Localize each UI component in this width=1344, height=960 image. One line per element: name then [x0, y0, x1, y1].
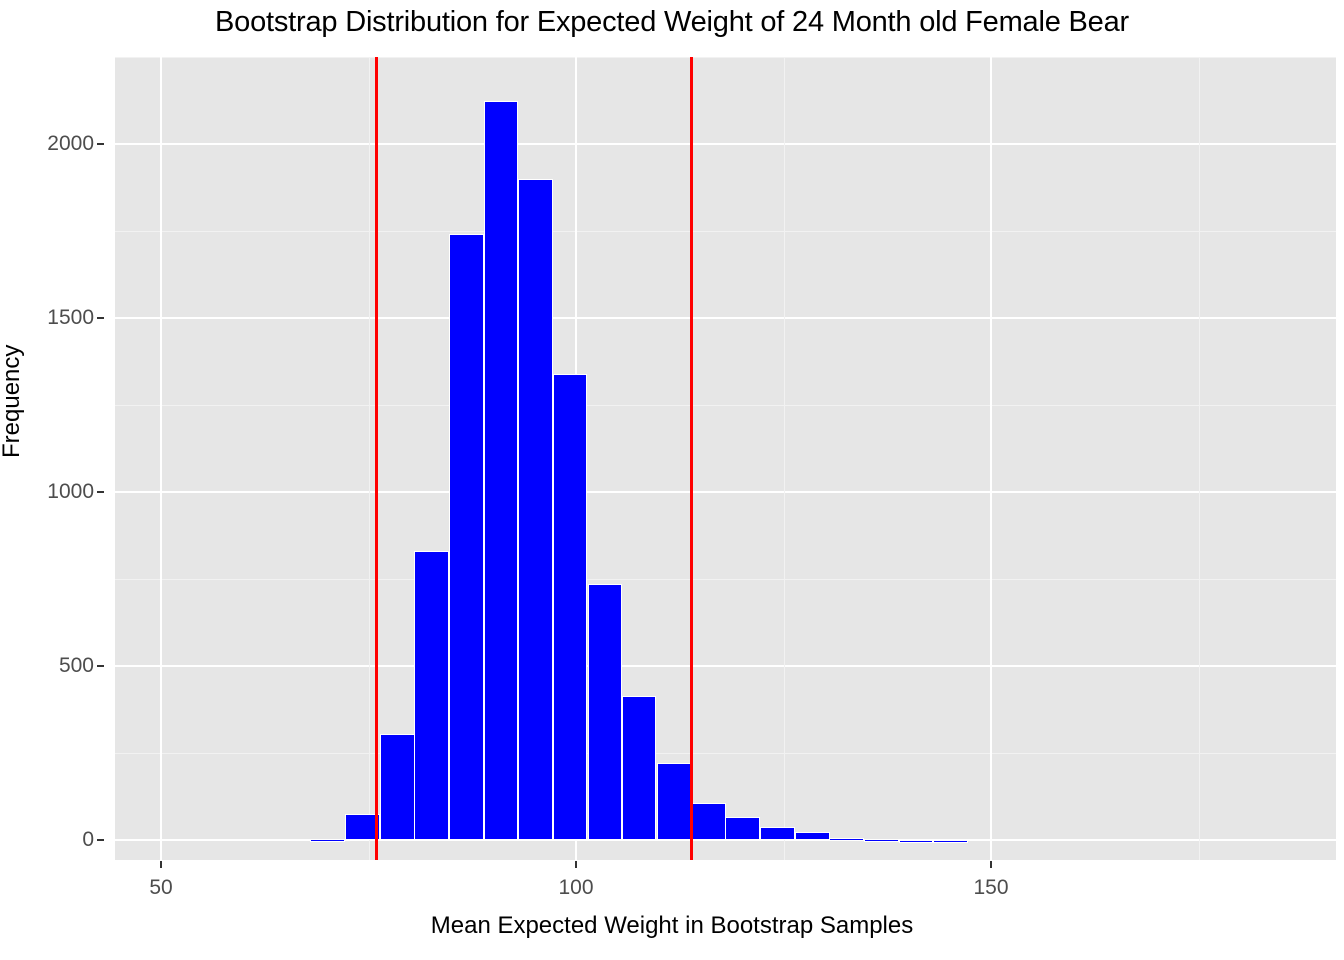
histogram-bar — [345, 813, 380, 840]
histogram-bar — [760, 827, 795, 840]
histogram-bar — [932, 839, 968, 843]
x-gridline — [990, 57, 992, 860]
y-tick-label: 0 — [82, 828, 94, 851]
x-gridline — [160, 57, 162, 860]
y-gridline-minor — [115, 231, 1336, 232]
y-tick-mark — [97, 839, 104, 841]
y-tick-label: 1000 — [47, 480, 94, 503]
histogram-bar — [898, 839, 934, 843]
y-tick-mark — [97, 491, 104, 493]
x-tick-label: 150 — [973, 876, 1009, 899]
y-gridline-minor — [115, 579, 1336, 580]
y-gridline — [115, 317, 1336, 319]
histogram-bar — [310, 838, 345, 842]
histogram-bar — [725, 817, 760, 840]
x-tick-label: 50 — [149, 876, 173, 899]
y-tick-label: 500 — [58, 654, 94, 677]
x-axis-label: Mean Expected Weight in Bootstrap Sample… — [430, 912, 914, 939]
x-tick-mark — [575, 861, 577, 868]
histogram-bar — [795, 831, 830, 840]
x-tick-label: 100 — [558, 876, 594, 899]
histogram-bar — [483, 100, 519, 840]
histogram-bar — [552, 373, 588, 840]
histogram-bar — [829, 837, 864, 841]
y-gridline — [115, 839, 1336, 841]
y-gridline-minor — [115, 57, 1336, 58]
y-gridline-minor — [115, 405, 1336, 406]
histogram-bar — [449, 234, 484, 840]
y-tick-mark — [97, 143, 104, 145]
lower-confidence-bound — [374, 57, 378, 860]
y-tick-mark — [97, 317, 104, 319]
histogram-bar — [414, 551, 449, 840]
x-gridline-minor — [783, 57, 785, 860]
x-gridline-minor — [1198, 57, 1200, 860]
y-tick-label: 1500 — [47, 306, 94, 329]
x-tick-mark — [160, 861, 162, 868]
histogram-bar — [587, 584, 623, 840]
y-gridline — [115, 491, 1336, 493]
x-gridline-minor — [368, 57, 370, 860]
y-tick-label: 2000 — [47, 132, 94, 155]
y-gridline — [115, 143, 1336, 145]
histogram-bar — [864, 838, 899, 842]
histogram-bar — [656, 762, 692, 840]
histogram-bar — [380, 733, 415, 840]
y-gridline — [115, 665, 1336, 667]
x-tick-mark — [990, 861, 992, 868]
y-axis-ticks: 0 500 1000 1500 2000 — [0, 0, 104, 960]
y-gridline-minor — [115, 753, 1336, 754]
plot-panel — [115, 57, 1336, 860]
histogram-bar — [621, 695, 657, 840]
upper-confidence-bound — [690, 57, 694, 860]
chart-title: Bootstrap Distribution for Expected Weig… — [215, 6, 1129, 38]
y-tick-mark — [97, 665, 104, 667]
histogram-bar — [517, 178, 553, 840]
histogram-bar — [691, 803, 726, 840]
